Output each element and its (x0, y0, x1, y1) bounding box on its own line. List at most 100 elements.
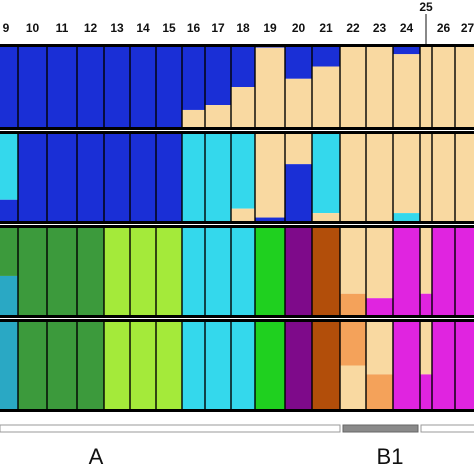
bar-panel-4-pop-23-cream (366, 321, 393, 375)
group-label-B1: B1 (377, 444, 404, 469)
bar-panel-1-pop-19-cream (255, 47, 285, 128)
population-label-12: 12 (84, 21, 98, 35)
bar-panel-1-pop-16-blue (182, 46, 205, 110)
bar-panel-2-pop-19-blue (255, 217, 285, 222)
population-label-26: 26 (437, 21, 451, 35)
panel-border-bottom (0, 409, 474, 412)
panel-border-bottom (0, 127, 474, 130)
population-label-23: 23 (373, 21, 387, 35)
bar-panel-4-pop-16-cyan (182, 321, 205, 410)
bar-panel-3-pop-20-purple (285, 227, 312, 316)
group-labels: A B1 (89, 444, 404, 469)
bar-panel-1-pop-14-blue (130, 46, 156, 128)
bar-panel-2-pop-12-blue (77, 133, 104, 222)
population-label-9: 9 (3, 21, 10, 35)
bar-panel-4-pop-20-purple (285, 321, 312, 410)
population-label-21: 21 (319, 21, 333, 35)
bar-panel-1-pop-9-blue (0, 46, 18, 128)
population-label-25: 25 (419, 0, 433, 14)
bar-panel-1-pop-24-cream (393, 54, 420, 129)
bar-panel-3-pop-9-dark_green (0, 227, 18, 276)
bar-panel-1-pop-25-cream (420, 46, 432, 128)
bar-panel-4-pop-22-orange (340, 321, 366, 366)
bar-panel-4-pop-17-cyan (205, 321, 231, 410)
bar-panel-1-pop-20-blue (285, 46, 312, 79)
bar-panel-2-pop-25-cream (420, 133, 432, 222)
bar-panel-3-pop-22-cream (340, 227, 366, 294)
bar-panel-4-pop-25-cream (420, 321, 432, 375)
bar-panel-2-pop-26-cream (432, 133, 455, 222)
bar-panel-3-pop-15-light_green (156, 227, 182, 316)
bar-panel-2-pop-16-cyan (182, 133, 205, 222)
bar-panel-4-pop-10-dark_green (18, 321, 47, 410)
bar-panel-4-pop-23-orange (366, 374, 393, 410)
bar-panel-4-pop-13-light_green (104, 321, 130, 410)
bar-panel-1-pop-23-cream (366, 46, 393, 128)
bar-panel-3-pop-17-cyan (205, 227, 231, 316)
bar-panel-2-pop-9-cyan (0, 133, 18, 200)
bar-panel-3-pop-21-brown (312, 227, 340, 316)
panel-2 (0, 131, 474, 224)
bar-panel-3-pop-11-dark_green (47, 227, 77, 316)
bar-panel-3-pop-16-cyan (182, 227, 205, 316)
bar-panel-3-pop-26-magenta (432, 227, 455, 316)
bar-panel-2-pop-20-blue (285, 164, 312, 222)
bar-panel-1-pop-13-blue (104, 46, 130, 128)
bar-panel-4-pop-27-magenta (455, 321, 474, 410)
population-labels: 9 10 11 12 13 14 15 16 17 18 19 20 21 22 23 24 25 26 27 (3, 0, 474, 44)
ancestry-panels (0, 44, 474, 412)
group-bar-A (0, 424, 341, 433)
bar-panel-3-pop-27-magenta (455, 227, 474, 316)
bar-panel-3-pop-25-magenta (420, 293, 432, 316)
bar-panel-2-pop-20-cream (285, 133, 312, 165)
panel-border-bottom (0, 315, 474, 318)
bar-panel-2-pop-21-cyan (312, 133, 340, 214)
bar-panel-4-pop-14-light_green (130, 321, 156, 410)
population-label-11: 11 (56, 21, 69, 35)
population-label-20: 20 (292, 21, 306, 35)
group-bars (0, 424, 474, 433)
bar-panel-1-pop-17-blue (205, 46, 231, 106)
bar-panel-1-pop-27-cream (455, 46, 474, 128)
bar-panel-2-pop-19-cream (255, 133, 285, 218)
group-bar-next (420, 424, 474, 433)
bar-panel-3-pop-14-light_green (130, 227, 156, 316)
bar-panel-4-pop-9-teal (0, 321, 18, 410)
bar-panel-4-pop-25-magenta (420, 374, 432, 410)
panel-border-top (0, 44, 474, 47)
population-label-27: 27 (461, 21, 474, 35)
bar-panel-1-pop-26-cream (432, 46, 455, 128)
bar-panel-3-pop-25-cream (420, 227, 432, 294)
bar-panel-2-pop-13-blue (104, 133, 130, 222)
group-label-A: A (89, 444, 104, 469)
bar-panel-1-pop-11-blue (47, 46, 77, 128)
bar-panel-1-pop-15-blue (156, 46, 182, 128)
bar-panel-2-pop-9-blue (0, 199, 18, 222)
bar-panel-4-pop-22-cream (340, 365, 366, 410)
bar-panel-2-pop-24-cream (393, 133, 420, 214)
panel-4 (0, 319, 474, 412)
population-label-22: 22 (346, 21, 360, 35)
bar-panel-2-pop-23-cream (366, 133, 393, 222)
bar-panel-1-pop-18-blue (231, 46, 255, 87)
bar-panel-3-pop-23-cream (366, 227, 393, 299)
panel-border-top (0, 319, 474, 322)
bar-panel-3-pop-19-bright_green (255, 227, 285, 316)
bar-panel-2-pop-27-cream (455, 133, 474, 222)
bar-panel-2-pop-17-cyan (205, 133, 231, 222)
bar-panel-3-pop-10-dark_green (18, 227, 47, 316)
bar-panel-2-pop-15-blue (156, 133, 182, 222)
group-bar-B1 (342, 424, 419, 433)
bar-panel-2-pop-18-cream (231, 208, 255, 222)
panel-border-bottom (0, 221, 474, 224)
population-label-24: 24 (400, 21, 414, 35)
bar-panel-3-pop-12-dark_green (77, 227, 104, 316)
bar-panel-4-pop-12-dark_green (77, 321, 104, 410)
bar-panel-2-pop-24-cyan (393, 213, 420, 222)
population-label-10: 10 (26, 21, 40, 35)
bar-panel-1-pop-21-blue (312, 46, 340, 67)
bar-panel-2-pop-18-cyan (231, 133, 255, 209)
bar-panel-3-pop-22-orange (340, 293, 366, 316)
bar-panel-4-pop-19-bright_green (255, 321, 285, 410)
